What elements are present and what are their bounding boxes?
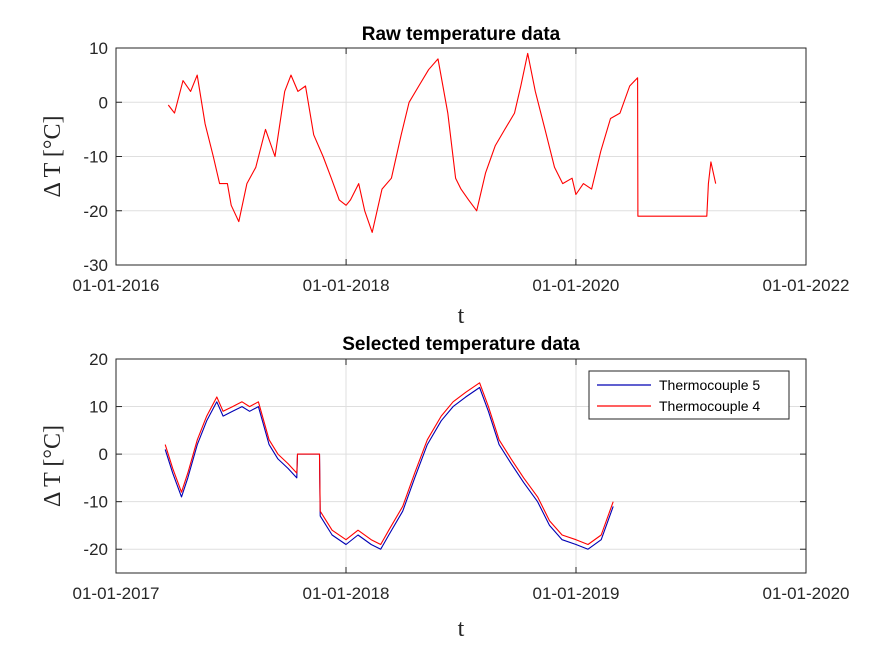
y-tick-label: 0: [99, 445, 108, 464]
chart-title: Raw temperature data: [362, 24, 561, 45]
x-tick-label: 01-01-2016: [73, 276, 160, 295]
y-tick-label: 20: [89, 350, 108, 369]
series-line-1: [167, 52, 717, 233]
x-tick-label: 01-01-2019: [533, 584, 620, 603]
y-tick-label: -20: [83, 540, 108, 559]
x-tick-label: 01-01-2022: [763, 276, 850, 295]
legend-box: [588, 370, 790, 420]
axes-box: [115, 358, 807, 574]
x-tick-label: 01-01-2020: [763, 584, 850, 603]
x-axis-label: t: [458, 616, 465, 642]
x-tick-label: 01-01-2020: [532, 276, 619, 295]
legend: Thermocouple 5 Thermocouple 4: [588, 370, 790, 420]
legend-label-1: Thermocouple 5: [659, 377, 760, 393]
chart-2: 01-01-2017 01-01-2018 01-01-2019 01-01-2020…: [40, 334, 849, 642]
y-tick-label: -10: [83, 493, 108, 512]
x-tick-label: 01-01-2018: [303, 276, 390, 295]
y-tick-label: 10: [89, 398, 108, 417]
x-tick-label: 01-01-2017: [73, 584, 160, 603]
y-tick-label: 0: [99, 93, 108, 112]
chart-1: 01-01-2016 01-01-2018 01-01-2020 01-01-2022…: [40, 24, 849, 329]
y-tick-label: 10: [89, 39, 108, 58]
chart-title: Selected temperature data: [342, 334, 580, 355]
y-tick-label: -20: [83, 202, 108, 221]
x-tick-label: 01-01-2018: [303, 584, 390, 603]
y-tick-label: -30: [83, 256, 108, 275]
series-line-2: [164, 382, 614, 546]
series-line-1: [164, 386, 614, 550]
y-axis-label: Δ T [°C]: [40, 116, 66, 198]
legend-label-2: Thermocouple 4: [659, 398, 760, 414]
y-tick-label: -10: [83, 148, 108, 167]
x-axis-label: t: [458, 303, 465, 329]
y-axis-label: Δ T [°C]: [40, 425, 66, 507]
